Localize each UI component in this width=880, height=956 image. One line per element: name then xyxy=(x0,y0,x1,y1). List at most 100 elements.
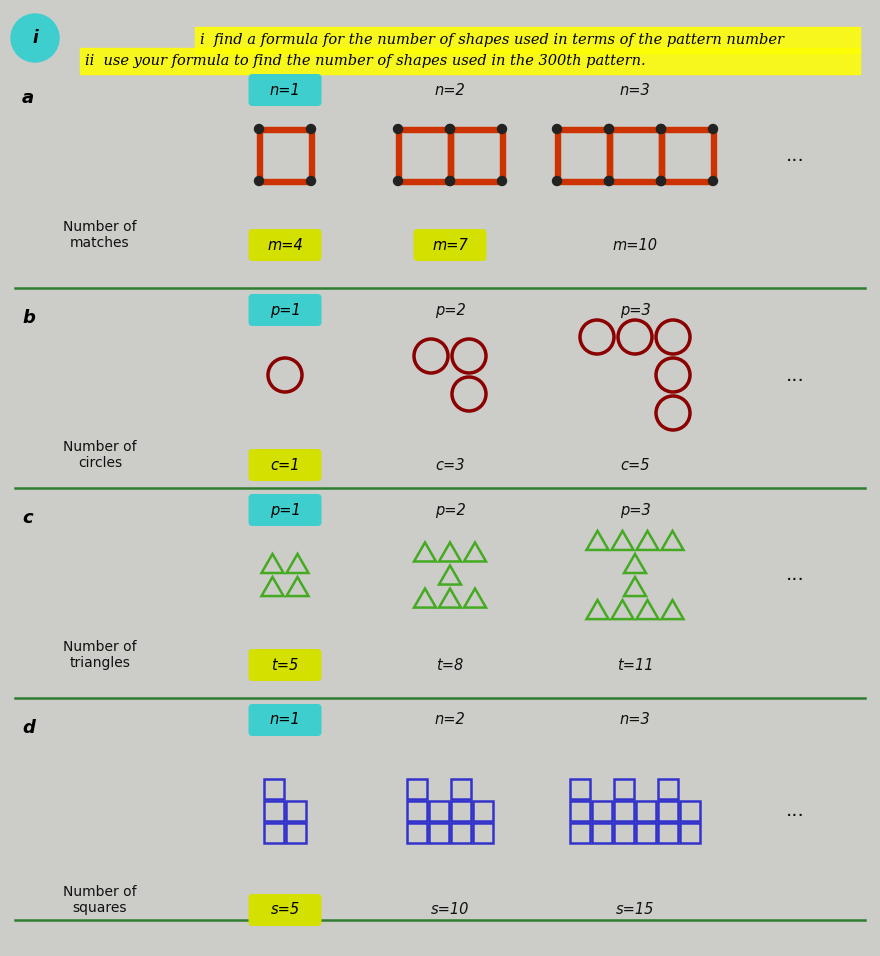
Bar xyxy=(661,179,713,184)
FancyBboxPatch shape xyxy=(248,229,321,261)
Bar xyxy=(636,801,656,821)
Text: b: b xyxy=(22,309,35,327)
Bar xyxy=(407,801,427,821)
Bar xyxy=(286,801,306,821)
Text: p=3: p=3 xyxy=(620,503,650,517)
Circle shape xyxy=(708,124,717,134)
Circle shape xyxy=(445,124,454,134)
Bar xyxy=(309,129,313,181)
Bar xyxy=(658,779,678,799)
Bar xyxy=(658,129,664,181)
Bar xyxy=(500,129,504,181)
Text: c=3: c=3 xyxy=(436,458,465,472)
Bar xyxy=(473,801,493,821)
Bar xyxy=(609,179,661,184)
Bar xyxy=(195,27,860,53)
Bar xyxy=(661,126,713,132)
Text: Number of
squares: Number of squares xyxy=(63,885,136,915)
Bar xyxy=(451,823,471,843)
Text: ...: ... xyxy=(786,145,804,164)
Bar xyxy=(557,126,609,132)
Circle shape xyxy=(306,177,316,185)
Circle shape xyxy=(445,177,454,185)
FancyBboxPatch shape xyxy=(248,449,321,481)
Text: s=5: s=5 xyxy=(270,902,299,918)
Bar xyxy=(570,801,590,821)
Text: t=8: t=8 xyxy=(436,658,464,672)
FancyBboxPatch shape xyxy=(248,294,321,326)
Circle shape xyxy=(254,124,263,134)
Bar xyxy=(264,779,284,799)
Text: m=4: m=4 xyxy=(268,237,303,252)
Circle shape xyxy=(656,177,665,185)
Bar xyxy=(448,129,452,181)
Bar xyxy=(264,823,284,843)
Bar xyxy=(680,823,700,843)
Bar xyxy=(614,801,634,821)
Bar xyxy=(451,779,471,799)
Bar xyxy=(429,801,449,821)
Text: Number of
circles: Number of circles xyxy=(63,440,136,470)
Bar xyxy=(407,823,427,843)
Circle shape xyxy=(254,177,263,185)
Text: n=2: n=2 xyxy=(435,82,466,98)
Bar xyxy=(450,179,502,184)
Circle shape xyxy=(656,124,665,134)
Circle shape xyxy=(11,14,59,62)
Circle shape xyxy=(656,177,665,185)
Bar xyxy=(606,129,612,181)
Bar xyxy=(658,129,664,181)
Bar xyxy=(264,801,284,821)
Bar xyxy=(473,823,493,843)
Text: ...: ... xyxy=(786,800,804,819)
Circle shape xyxy=(497,177,507,185)
Circle shape xyxy=(445,177,454,185)
Text: c=1: c=1 xyxy=(270,458,300,472)
Bar xyxy=(398,179,450,184)
Circle shape xyxy=(656,124,665,134)
FancyBboxPatch shape xyxy=(248,649,321,681)
Circle shape xyxy=(605,124,613,134)
Circle shape xyxy=(553,124,561,134)
Text: ...: ... xyxy=(786,365,804,384)
Text: n=3: n=3 xyxy=(620,82,650,98)
Circle shape xyxy=(306,124,316,134)
Circle shape xyxy=(393,124,402,134)
Circle shape xyxy=(605,177,613,185)
Circle shape xyxy=(393,177,402,185)
Circle shape xyxy=(445,124,454,134)
Text: p=1: p=1 xyxy=(269,503,300,517)
Bar xyxy=(259,126,311,132)
Bar xyxy=(614,779,634,799)
Bar xyxy=(710,129,715,181)
Bar xyxy=(592,823,612,843)
Circle shape xyxy=(708,177,717,185)
Bar xyxy=(256,129,261,181)
Bar xyxy=(451,801,471,821)
Bar xyxy=(557,179,609,184)
Bar xyxy=(658,801,678,821)
Text: s=10: s=10 xyxy=(431,902,469,918)
Text: i: i xyxy=(33,29,38,47)
Bar xyxy=(658,823,678,843)
Text: Number of
triangles: Number of triangles xyxy=(63,640,136,670)
Text: t=5: t=5 xyxy=(271,658,298,672)
Bar xyxy=(614,823,634,843)
Bar xyxy=(570,823,590,843)
Bar xyxy=(609,126,661,132)
Bar xyxy=(570,779,590,799)
Bar xyxy=(554,129,560,181)
FancyBboxPatch shape xyxy=(248,704,321,736)
Text: Number of
matches: Number of matches xyxy=(63,220,136,250)
Circle shape xyxy=(553,177,561,185)
Text: n=3: n=3 xyxy=(620,712,650,728)
Bar xyxy=(395,129,400,181)
Text: p=3: p=3 xyxy=(620,302,650,317)
Bar xyxy=(429,823,449,843)
Text: ...: ... xyxy=(786,566,804,584)
Bar xyxy=(407,779,427,799)
Text: p=2: p=2 xyxy=(435,503,466,517)
Text: a: a xyxy=(22,89,34,107)
Bar xyxy=(80,48,860,74)
Bar xyxy=(592,801,612,821)
